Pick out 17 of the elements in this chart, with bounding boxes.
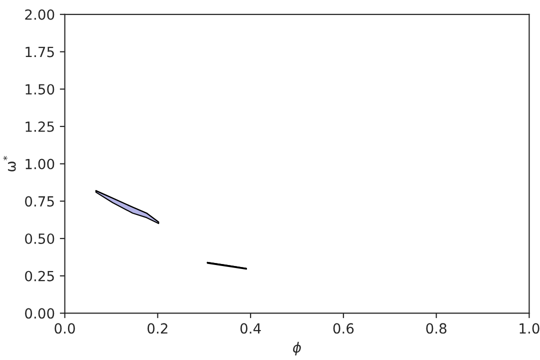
y-tick-label: 0.00: [25, 308, 54, 319]
y-tick-label: 2.00: [25, 9, 54, 20]
x-tick-label: 0.4: [240, 323, 261, 334]
y-tick-label: 1.75: [26, 46, 54, 58]
x-tick-label: 0.8: [426, 323, 446, 334]
y-tick-label: 0.75: [25, 196, 54, 207]
x-tick-label: 0.0: [54, 323, 75, 334]
y-tick-label: 1.50: [26, 84, 54, 95]
x-tick-label: 0.6: [333, 323, 354, 334]
y-axis-title: ω$^{*}$: [3, 156, 16, 172]
y-tick-label: 0.25: [25, 270, 54, 282]
x-axis-title: ϕ: [293, 342, 301, 356]
x-tick-label: 1.0: [520, 323, 540, 334]
y-tick-label: 0.50: [25, 233, 54, 244]
x-tick-label: 0.2: [148, 323, 168, 334]
y-tick-label: 1.00: [26, 158, 54, 170]
y-tick-label: 1.25: [26, 121, 54, 132]
